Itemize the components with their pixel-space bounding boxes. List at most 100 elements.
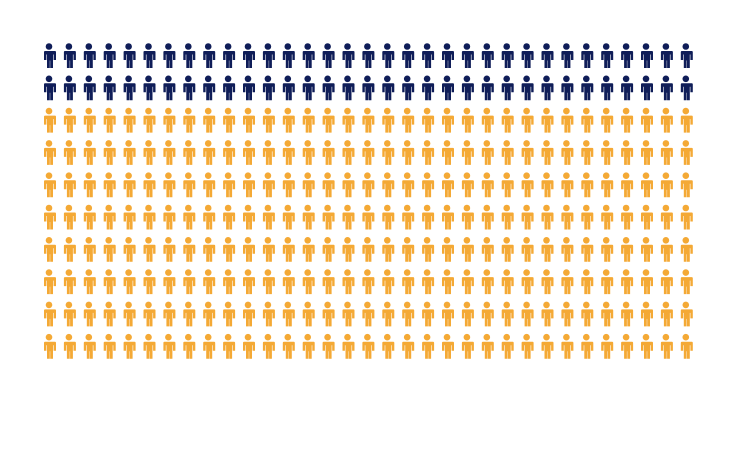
icon-head [145,172,152,179]
icon-head [244,204,252,212]
icon-head [324,204,331,212]
icon-body [480,147,494,165]
icon-head [264,75,272,83]
person-icon [242,237,255,262]
person-icon [540,237,554,262]
icon-head [543,269,550,276]
person-icon [182,333,196,359]
icon-body [321,212,335,230]
icon-head [284,172,292,179]
icon-body [82,309,96,327]
icon-body [341,51,355,68]
person-icon [600,301,614,327]
icon-head [583,140,590,147]
person-icon [600,237,614,262]
icon-body [261,83,275,101]
icon-body [341,115,355,133]
person-icon [500,269,514,295]
person-icon [520,140,534,165]
icon-head [423,75,431,83]
person-icon [321,333,335,359]
icon-head [204,301,212,309]
icon-body [321,309,335,327]
icon-body [480,244,494,262]
icon-head [65,269,73,276]
icon-head [85,301,93,309]
person-icon [441,107,454,133]
person-icon [460,204,474,230]
person-icon [321,172,335,198]
icon-body [242,147,255,165]
person-icon [281,333,295,359]
icon-head [344,237,351,244]
icon-head [543,301,550,309]
person-icon [679,269,693,295]
icon-head [145,333,152,341]
person-icon [62,140,76,165]
icon-head [463,301,471,309]
icon-head [483,172,491,179]
icon-head [165,204,172,212]
person-icon [640,75,653,101]
icon-body [122,341,136,359]
icon-head [622,140,630,147]
icon-body [600,244,614,262]
icon-body [381,147,395,165]
icon-head [45,172,53,179]
icon-body [102,309,116,327]
icon-head [403,301,411,309]
icon-body [520,180,534,198]
person-icon [102,237,116,262]
icon-body [401,147,415,165]
person-icon [480,107,494,133]
person-icon [261,75,275,101]
icon-head [543,204,550,212]
person-icon [381,43,395,68]
icon-body [460,309,474,327]
icon-body [520,147,534,165]
person-icon [43,301,56,327]
person-icon [122,140,136,165]
icon-body [43,83,56,101]
icon-body [580,309,594,327]
person-icon [361,237,375,262]
icon-body [520,83,534,101]
person-icon [401,43,415,68]
person-icon [281,75,295,101]
person-icon [341,269,355,295]
icon-head [583,301,590,309]
person-icon [381,140,395,165]
icon-body [202,51,216,68]
person-icon [202,107,216,133]
icon-body [122,115,136,133]
icon-body [162,51,176,68]
person-icon [441,269,454,295]
icon-head [483,107,491,115]
icon-head [642,204,650,212]
icon-body [182,180,196,198]
icon-body [202,83,216,101]
person-icon [301,269,315,295]
icon-body [540,180,554,198]
person-icon [401,140,415,165]
icon-body [242,277,255,295]
person-icon [142,269,156,295]
icon-body [82,147,96,165]
icon-head [563,107,570,115]
icon-head [204,237,212,244]
person-icon [62,43,76,68]
icon-head [324,333,331,341]
icon-body [401,212,415,230]
icon-head [682,172,690,179]
icon-head [423,237,431,244]
icon-head [284,204,292,212]
person-icon [361,333,375,359]
person-icon [301,237,315,262]
icon-head [105,43,112,50]
icon-head [403,333,411,341]
icon-body [560,341,574,359]
icon-head [224,204,232,212]
person-icon [659,333,673,359]
icon-head [503,269,510,276]
person-icon [82,269,96,295]
